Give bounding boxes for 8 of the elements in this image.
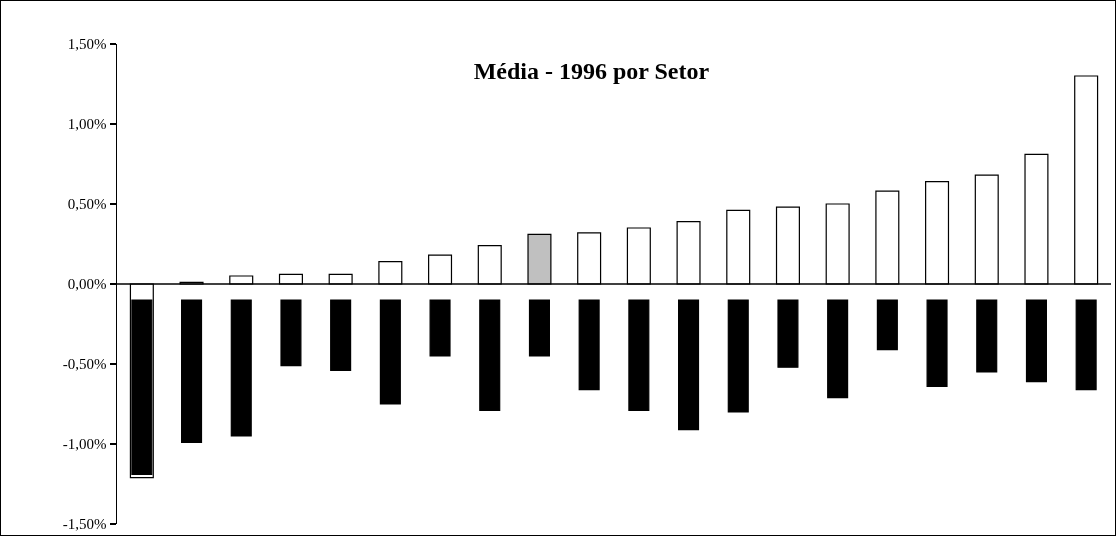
- y-tick-label: 1,50%: [67, 36, 107, 53]
- text: Média - 1996 por Setor: [473, 57, 710, 84]
- y-tick-label: -1,00%: [62, 436, 107, 453]
- y-tick-label: -0,50%: [62, 356, 107, 373]
- y-tick-label: 1,00%: [67, 116, 107, 133]
- y-tick-label: -1,50%: [62, 516, 107, 533]
- y-tick-label: 0,00%: [67, 276, 107, 293]
- y-tick-label: 0,50%: [67, 196, 107, 213]
